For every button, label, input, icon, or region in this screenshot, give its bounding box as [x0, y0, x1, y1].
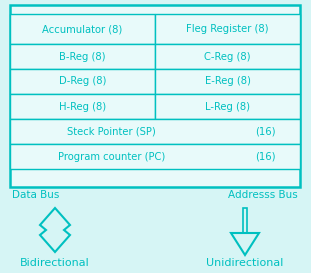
Bar [10, 144, 300, 169]
Text: Steck Pointer (SP): Steck Pointer (SP) [67, 126, 156, 136]
Bar [155, 14, 300, 44]
Bar [10, 5, 300, 187]
Text: C-Reg (8): C-Reg (8) [204, 52, 251, 61]
Bar [155, 69, 300, 94]
Text: Unidirectional: Unidirectional [206, 258, 284, 268]
Text: B-Reg (8): B-Reg (8) [59, 52, 106, 61]
Text: Program counter (PC): Program counter (PC) [58, 152, 165, 162]
Text: Addresss Bus: Addresss Bus [228, 190, 298, 200]
Text: (16): (16) [255, 152, 276, 162]
Bar [10, 94, 155, 119]
Bar [155, 94, 300, 119]
Text: L-Reg (8): L-Reg (8) [205, 102, 250, 111]
Text: E-Reg (8): E-Reg (8) [205, 76, 250, 87]
Text: Accumulator (8): Accumulator (8) [42, 24, 123, 34]
Bar [10, 119, 300, 144]
Bar [10, 14, 155, 44]
Text: H-Reg (8): H-Reg (8) [59, 102, 106, 111]
Bar [10, 44, 155, 69]
Text: D-Reg (8): D-Reg (8) [59, 76, 106, 87]
Bar [10, 69, 155, 94]
Text: Fleg Register (8): Fleg Register (8) [186, 24, 269, 34]
Text: Bidirectional: Bidirectional [20, 258, 90, 268]
Text: Data Bus: Data Bus [12, 190, 59, 200]
Bar [155, 44, 300, 69]
Text: (16): (16) [255, 126, 276, 136]
Bar [243, 208, 247, 233]
